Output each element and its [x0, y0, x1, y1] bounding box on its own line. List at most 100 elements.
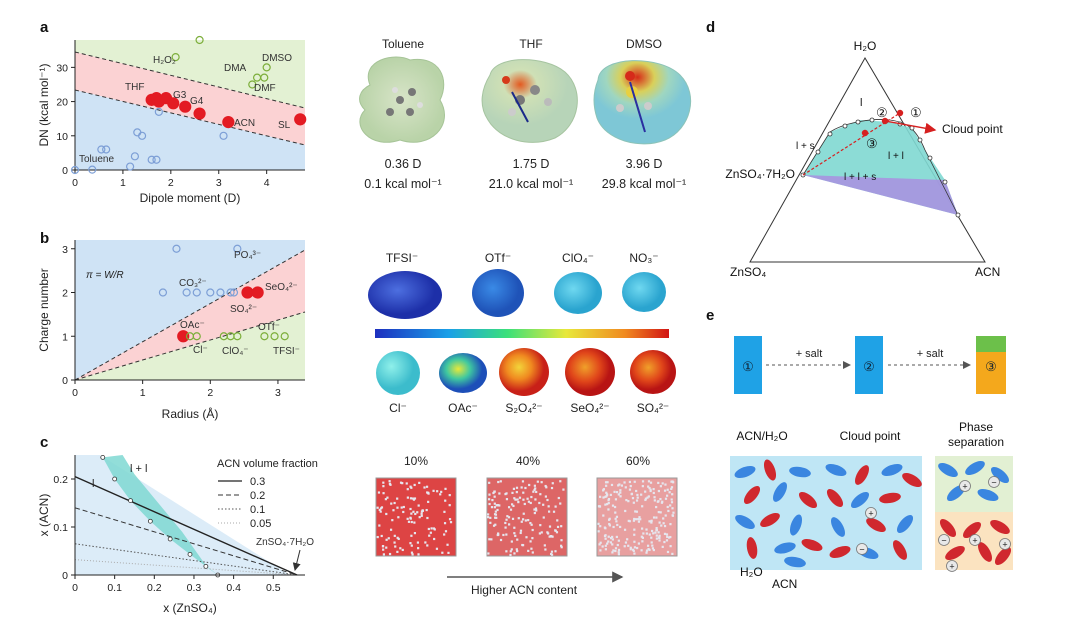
marker-1: ① — [910, 105, 922, 120]
water-pixel — [418, 481, 421, 484]
water-pixel — [433, 537, 436, 541]
water-pixel — [550, 550, 554, 553]
water-pixel — [505, 518, 508, 521]
x-tick-label: 0.4 — [226, 582, 241, 594]
water-pixel — [631, 497, 635, 500]
label-toluene: Toluene — [79, 154, 114, 165]
anion-label-oac: OAc⁻ — [448, 401, 478, 415]
water-pixel — [385, 538, 388, 541]
water-pixel — [510, 540, 513, 543]
x-tick-label: 0.2 — [147, 582, 162, 594]
cation-icon — [969, 534, 981, 546]
blue-point — [158, 288, 168, 297]
water-pixel — [412, 498, 416, 501]
water-pixel — [550, 535, 553, 538]
binodal-point — [927, 155, 933, 161]
vertex-acn: ACN — [975, 265, 1000, 279]
water-pixel — [521, 480, 525, 483]
h2o-molecule — [763, 459, 777, 481]
water-pixel — [423, 486, 426, 489]
water-pixel — [409, 542, 412, 545]
water-pixel — [499, 480, 502, 483]
h2o-molecule — [990, 520, 1010, 534]
water-pixel — [440, 490, 443, 493]
water-pixel — [529, 521, 532, 525]
anion-label-no3: NO₃⁻ — [629, 251, 658, 265]
water-pixel — [552, 510, 556, 513]
h2o-molecule — [829, 545, 851, 559]
water-pixel — [544, 495, 547, 498]
water-pixel — [491, 499, 494, 502]
water-pixel — [534, 487, 537, 490]
cation-icon — [959, 480, 971, 492]
blue-point — [229, 288, 239, 297]
water-pixel — [489, 521, 492, 524]
water-pixel — [516, 498, 519, 501]
water-pixel — [524, 486, 527, 490]
water-pixel — [436, 490, 439, 493]
thf-dipole: 1.75 D — [513, 157, 550, 171]
region-l-label: l — [860, 97, 862, 109]
water-pixel — [653, 496, 656, 499]
blue-point — [70, 165, 80, 175]
water-pixel — [669, 504, 672, 507]
water-pixel — [409, 507, 412, 511]
water-pixel — [405, 482, 408, 485]
label-dmso: DMSO — [262, 53, 292, 64]
water-pixel — [508, 523, 511, 526]
water-pixel — [389, 528, 393, 531]
otf-esp-surface — [472, 269, 524, 317]
s2o4-esp-surface — [499, 348, 549, 396]
water-pixel — [654, 531, 657, 534]
water-pixel — [413, 521, 416, 524]
label-clo4: ClO₄⁻ — [222, 346, 249, 357]
water-pixel — [448, 518, 452, 521]
water-pixel — [488, 502, 491, 506]
water-pixel — [604, 548, 607, 551]
water-pixel — [516, 550, 519, 553]
water-pixel — [545, 486, 548, 489]
water-pixel — [551, 482, 554, 485]
thf-dn: 21.0 kcal mol⁻¹ — [489, 177, 573, 191]
water-pixel — [513, 532, 516, 535]
water-pixel — [520, 520, 523, 523]
h2o-molecule — [801, 538, 823, 552]
y-tick-label: 0 — [62, 165, 68, 177]
blue-point — [192, 288, 201, 297]
title-acn-h2o: ACN/H₂O — [736, 429, 787, 443]
water-pixel — [652, 491, 655, 495]
acn-molecule — [965, 461, 985, 476]
water-pixel — [614, 547, 618, 550]
x-tick-label: 0.5 — [266, 582, 281, 594]
water-pixel — [402, 505, 405, 509]
water-pixel — [633, 546, 637, 549]
water-pixel — [536, 480, 539, 483]
acn-molecule — [734, 465, 756, 479]
water-pixel — [658, 534, 661, 537]
water-pixel — [533, 511, 536, 515]
blue-point — [216, 288, 225, 297]
tie-line-0.05 — [74, 559, 298, 576]
region-l-l-label: l + l — [888, 151, 904, 162]
water-pixel — [493, 513, 497, 516]
water-pixel — [641, 480, 645, 483]
y-tick-label: 0 — [62, 570, 68, 582]
water-pixel — [627, 519, 630, 523]
y-tick-label: 2 — [62, 288, 68, 300]
water-pixel — [494, 523, 497, 526]
water-pixel — [526, 497, 529, 500]
water-pixel — [534, 507, 538, 510]
water-pixel — [653, 499, 656, 502]
water-pixel — [509, 508, 513, 511]
green-point — [171, 53, 180, 62]
water-pixel — [406, 488, 409, 491]
water-pixel — [615, 520, 618, 523]
marker-point-1 — [896, 109, 904, 117]
water-pixel — [548, 525, 552, 528]
water-pixel — [609, 493, 612, 496]
h2o-molecule — [798, 491, 818, 509]
water-pixel — [382, 485, 385, 488]
water-pixel — [382, 553, 385, 556]
water-pixel — [393, 501, 396, 505]
water-pixel — [416, 511, 419, 514]
